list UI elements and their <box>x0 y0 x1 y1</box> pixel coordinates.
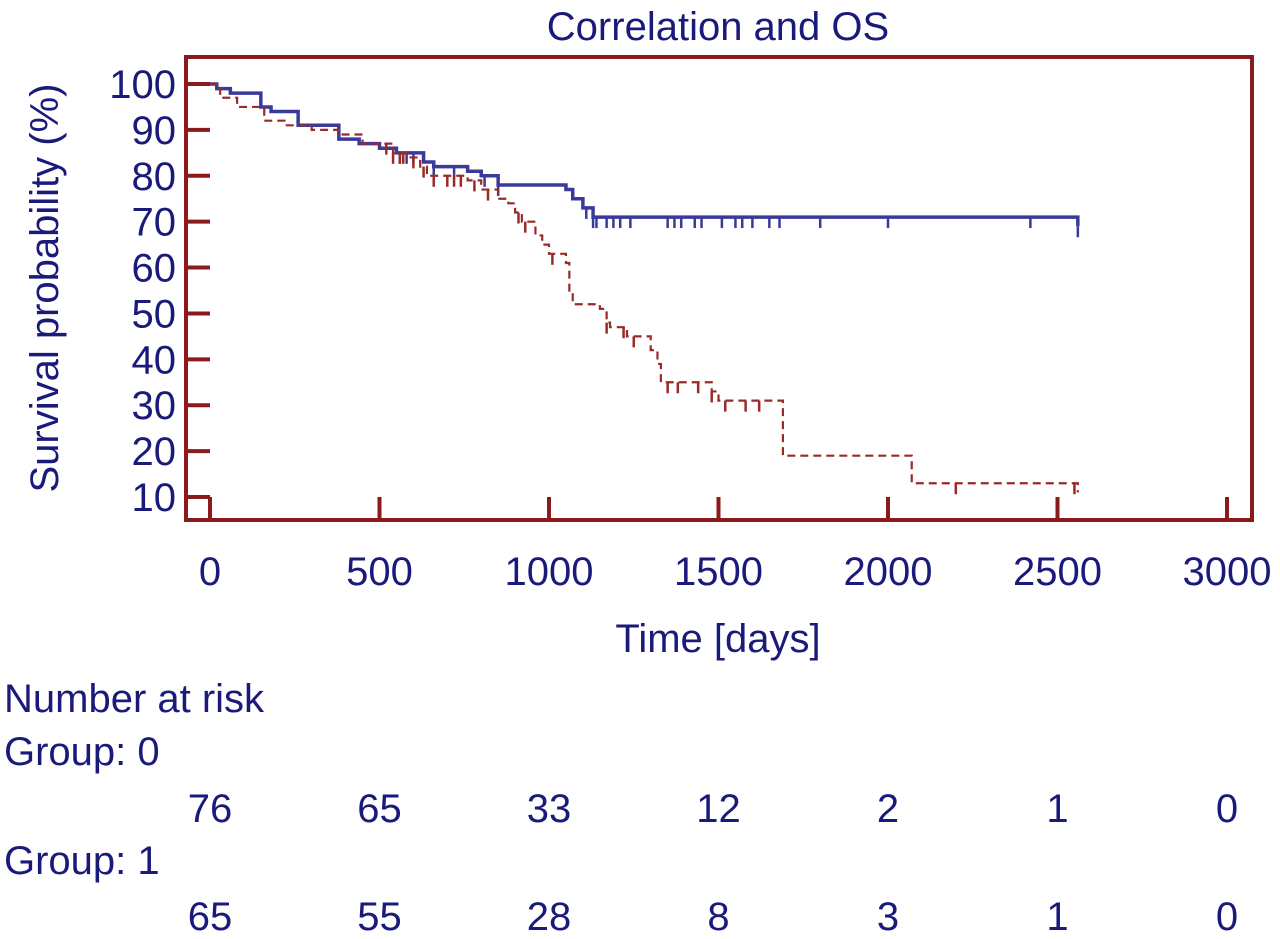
chart-title: Correlation and OS <box>547 5 889 49</box>
risk-group-1-label: Group: 1 <box>4 839 160 883</box>
y-tick-label: 50 <box>132 292 177 336</box>
series-layer <box>210 82 1080 495</box>
x-tick-label: 2000 <box>844 550 933 594</box>
risk-count: 65 <box>188 895 233 939</box>
y-axis-label: Survival probability (%) <box>23 83 67 492</box>
y-tick-label: 40 <box>132 338 177 382</box>
risk-group-0-label: Group: 0 <box>4 730 160 774</box>
risk-count: 12 <box>696 787 741 831</box>
y-tick-label: 100 <box>109 63 176 107</box>
risk-count: 8 <box>707 895 729 939</box>
number-at-risk-title: Number at risk <box>4 677 265 721</box>
x-tick-label: 3000 <box>1183 550 1272 594</box>
risk-count: 0 <box>1216 787 1238 831</box>
risk-count: 1 <box>1046 895 1068 939</box>
risk-count: 28 <box>527 895 572 939</box>
plot-frame <box>184 55 1254 522</box>
risk-count: 0 <box>1216 895 1238 939</box>
risk-row-group-0: 76 65 33 12 2 1 0 <box>188 787 1238 831</box>
risk-count: 65 <box>357 787 402 831</box>
x-tick-label: 1000 <box>505 550 594 594</box>
y-tick-label: 90 <box>132 109 177 153</box>
risk-count: 33 <box>527 787 572 831</box>
risk-count: 76 <box>188 787 233 831</box>
risk-count: 2 <box>877 787 899 831</box>
y-tick-label: 30 <box>132 384 177 428</box>
survival-curve-group-0 <box>210 82 1080 227</box>
y-tick-label: 60 <box>132 247 177 291</box>
y-tick-label: 70 <box>132 201 177 245</box>
risk-row-group-1: 65 55 28 8 3 1 0 <box>188 895 1238 939</box>
x-axis-ticks: 0 500 1000 1500 2000 2500 3000 <box>199 497 1272 594</box>
x-tick-label: 1500 <box>674 550 763 594</box>
x-tick-label: 0 <box>199 550 221 594</box>
risk-count: 1 <box>1046 787 1068 831</box>
y-tick-label: 80 <box>132 155 177 199</box>
x-axis-label: Time [days] <box>615 617 820 661</box>
y-tick-label: 10 <box>132 476 177 520</box>
x-tick-label: 2500 <box>1013 550 1102 594</box>
x-tick-label: 500 <box>346 550 413 594</box>
risk-count: 3 <box>877 895 899 939</box>
survival-curve-group-1 <box>210 82 1079 493</box>
risk-count: 55 <box>357 895 402 939</box>
y-tick-label: 20 <box>132 430 177 474</box>
